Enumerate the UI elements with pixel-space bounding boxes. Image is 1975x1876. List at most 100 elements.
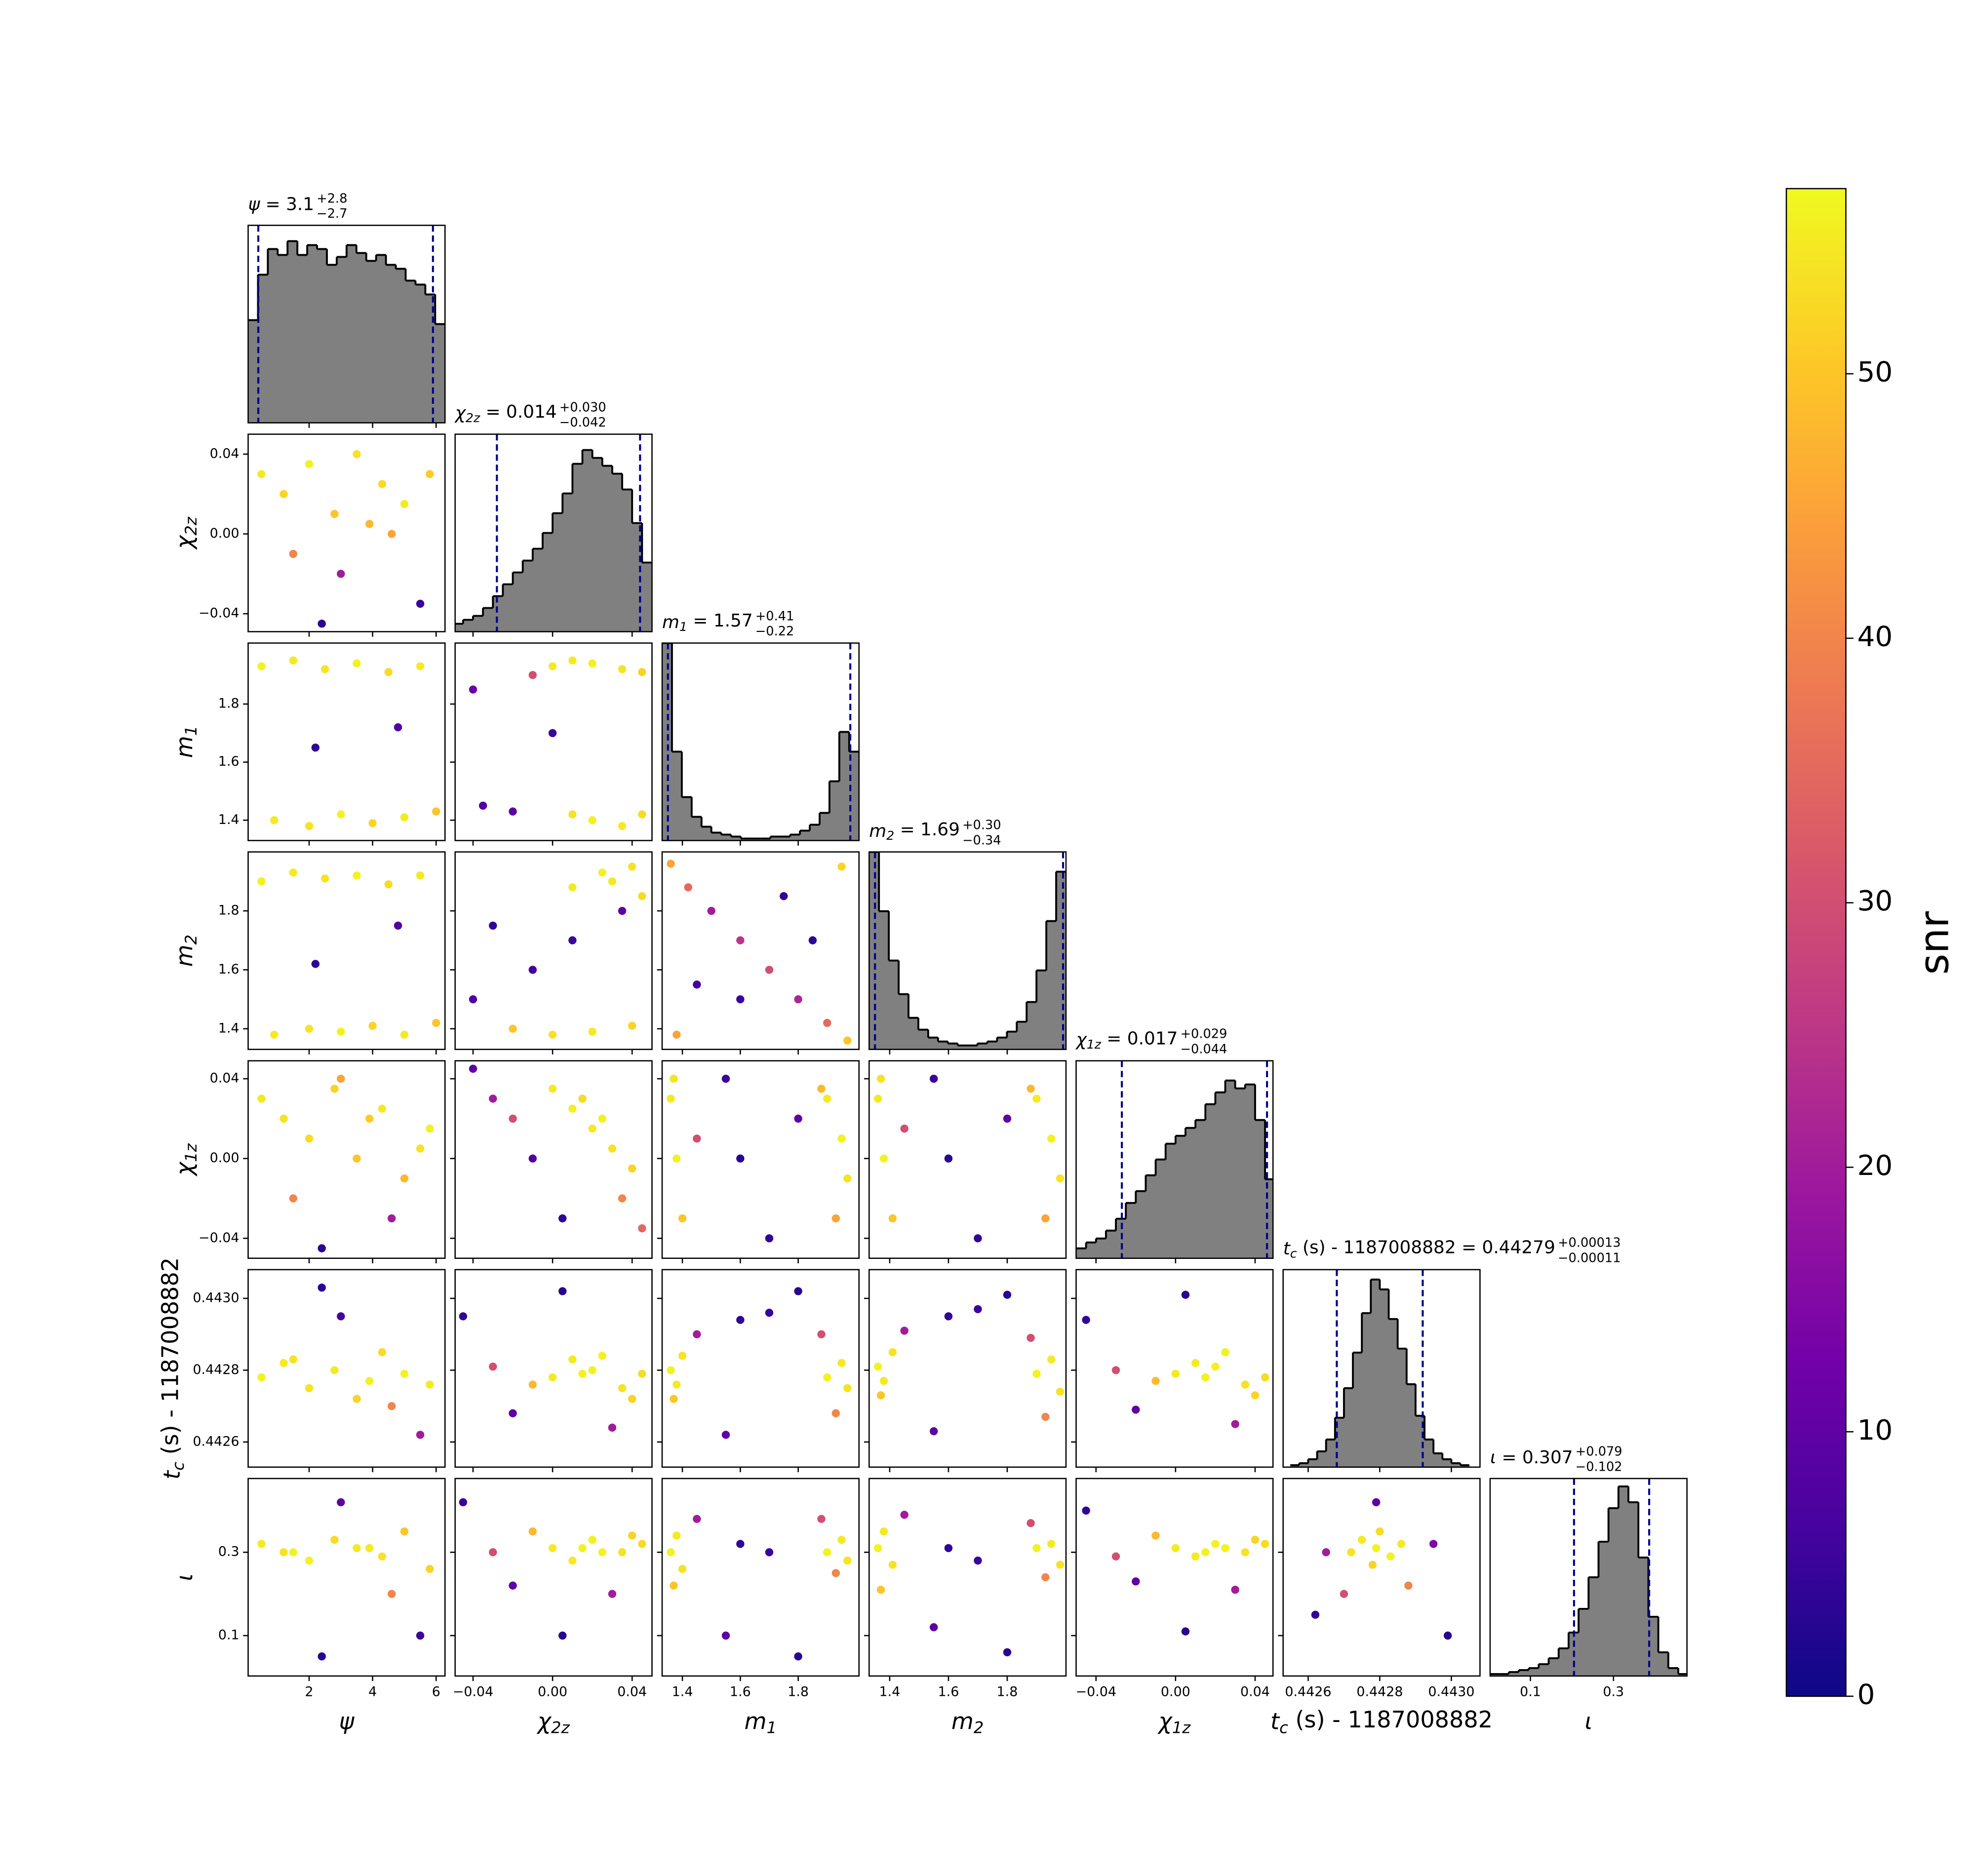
sample-point [400, 1174, 409, 1183]
sample-point [678, 1564, 687, 1573]
hist-bar [1126, 1203, 1137, 1258]
sample-point [1082, 1316, 1090, 1324]
sample-point [873, 1362, 882, 1371]
hist-bar [1371, 1279, 1381, 1467]
hist-bar [1146, 1175, 1156, 1258]
hist-bar [889, 960, 899, 1050]
hist-bar [1442, 1459, 1452, 1467]
param-label: χ1z [171, 1143, 200, 1177]
sample-point [305, 1024, 314, 1033]
symbol: ψ [339, 1708, 355, 1735]
hist-bar [592, 458, 603, 632]
sample-point [638, 1369, 646, 1378]
hist-bar [1558, 1648, 1569, 1676]
sample-point [388, 1214, 396, 1223]
sample-point [736, 1154, 745, 1163]
sample-point [378, 1104, 387, 1113]
param-label: χ2z = 0.014 [454, 402, 557, 425]
sample-point [1241, 1380, 1250, 1389]
plot-area [1490, 1478, 1687, 1676]
hist-bar [1007, 1031, 1018, 1050]
sample-point [618, 821, 627, 830]
symbol: χ [454, 403, 467, 424]
sample-point [721, 1631, 730, 1640]
sample-point [548, 729, 557, 738]
sample-point [608, 1144, 617, 1153]
y-tick-label: 1.4 [218, 1020, 239, 1036]
sample-point [1047, 1355, 1056, 1364]
sample-point [400, 1527, 409, 1536]
sample-point [672, 1030, 681, 1039]
sample-point [528, 671, 537, 679]
sample-point [1056, 1387, 1065, 1396]
sample-point [944, 1544, 953, 1553]
hist-bar [493, 596, 504, 632]
title-lower: −0.042 [559, 415, 606, 430]
panel-frame [454, 1269, 653, 1468]
plot-area [662, 643, 859, 841]
param-label: χ2z [536, 1708, 570, 1737]
symbol: m [951, 1708, 974, 1735]
sample-point [279, 490, 288, 498]
sample-point [384, 880, 393, 889]
hist-bar [1529, 1668, 1540, 1676]
plot-area [469, 1064, 646, 1233]
y-tick-label: 0.4430 [193, 1290, 239, 1305]
sample-point [400, 1030, 409, 1039]
sample-point [330, 1535, 339, 1544]
hist-bar [1628, 1502, 1639, 1676]
symbol: t [158, 1470, 185, 1480]
sample-point [628, 1531, 636, 1540]
title-value: = 0.017 [1101, 1028, 1178, 1049]
sample-point [672, 1531, 681, 1540]
sample-point [305, 1134, 314, 1143]
sample-point [678, 1214, 687, 1223]
hist-bar [879, 911, 889, 1050]
sample-point [289, 549, 298, 558]
sample-point [1340, 1590, 1348, 1598]
sample-point [416, 1144, 425, 1153]
hist-bar [1299, 1463, 1309, 1467]
sample-point [311, 743, 320, 752]
hist-bar [1658, 1652, 1669, 1676]
hist-bar [829, 781, 840, 841]
title-lower: −0.044 [1181, 1042, 1227, 1056]
sample-point [459, 1498, 468, 1507]
subscript: 1 [767, 1719, 777, 1737]
panel [864, 1060, 1067, 1263]
sample-point [1251, 1391, 1260, 1400]
subscript: 2 [886, 828, 894, 843]
hist-bar [1678, 1674, 1687, 1676]
sample-point [353, 659, 361, 667]
sample-point [469, 685, 477, 694]
sample-point [598, 1114, 607, 1123]
sample-point [638, 1540, 646, 1548]
hist-bar [780, 836, 790, 841]
title-value: = 3.1 [260, 195, 314, 215]
sample-point [1211, 1540, 1220, 1548]
symbol: χ [536, 1708, 552, 1735]
subscript: c [1290, 1246, 1297, 1260]
plot-area [459, 1287, 646, 1432]
sample-point [879, 1527, 888, 1536]
sample-point [365, 1377, 374, 1385]
sample-point [837, 1359, 846, 1368]
param-label: ψ [339, 1708, 355, 1735]
sample-point [1261, 1373, 1269, 1382]
subscript: 2 [182, 935, 200, 945]
hist-bar [572, 464, 583, 632]
hist-bar [741, 838, 751, 841]
sample-point [765, 1234, 774, 1243]
panel [1075, 1060, 1274, 1263]
sample-point [257, 1094, 266, 1103]
sample-point [469, 1064, 477, 1073]
sample-point [817, 1515, 826, 1523]
sample-point [416, 599, 425, 608]
sample-point [337, 1498, 345, 1507]
hist-bar [977, 1043, 988, 1050]
param-label: m2 = 1.69 [869, 820, 960, 843]
sample-point [400, 500, 409, 508]
sample-point [257, 1373, 266, 1382]
hist-bar [513, 572, 523, 632]
subscript: 2 [974, 1719, 984, 1737]
